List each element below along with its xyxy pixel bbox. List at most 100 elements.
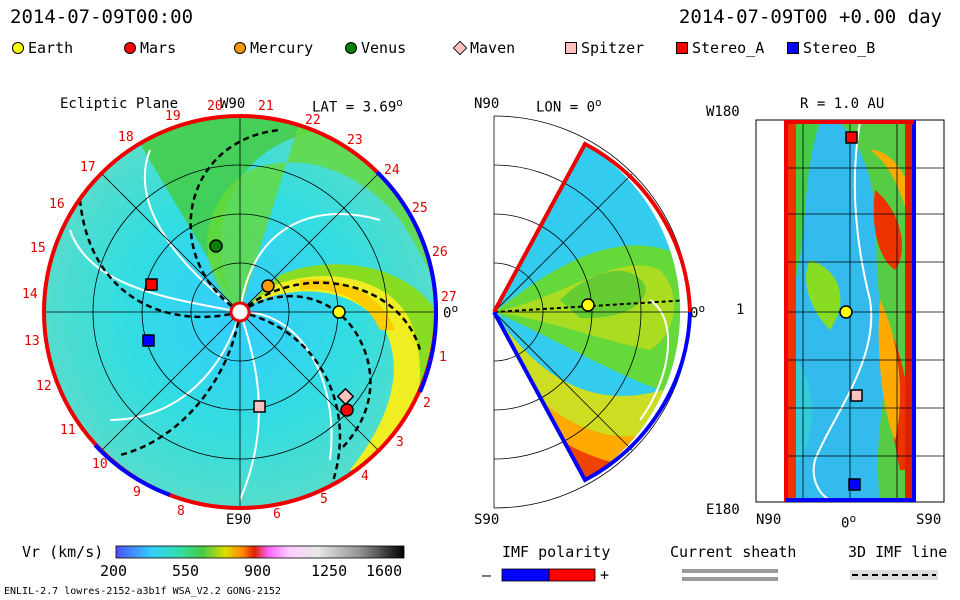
vr-colorbar xyxy=(115,545,405,559)
sun-icon xyxy=(229,301,251,323)
carrington-number: 26 xyxy=(432,245,448,260)
legend-item-mercury: Mercury xyxy=(234,39,313,57)
current-sheath-label: Current sheath xyxy=(670,543,797,561)
imf-plus-label: + xyxy=(600,566,610,584)
carrington-number: 24 xyxy=(384,163,400,178)
carrington-number: 8 xyxy=(177,504,185,519)
timestamp-right: 2014-07-09T00 +0.00 day xyxy=(678,6,942,28)
imf-polarity-label: IMF polarity xyxy=(502,543,611,561)
spitzer-marker-r xyxy=(850,389,863,402)
legend-label: Earth xyxy=(28,39,74,57)
legend-label: Mars xyxy=(140,39,177,57)
legend-label: Venus xyxy=(361,39,407,57)
legend-label: Spitzer xyxy=(581,39,645,57)
stereo-a-icon xyxy=(676,42,688,54)
carrington-number: 18 xyxy=(118,130,134,145)
legend-item-spitzer: Spitzer xyxy=(565,39,644,57)
ecliptic-right-value: 0 xyxy=(443,305,452,322)
carrington-number: 10 xyxy=(92,457,108,472)
carrington-number: 13 xyxy=(24,334,40,349)
legend-item-mars: Mars xyxy=(124,39,176,57)
carrington-number: 2 xyxy=(423,396,431,411)
legend-label: Stereo_B xyxy=(803,39,876,57)
lat-value: LAT = 3.69 xyxy=(312,99,397,116)
carrington-number: 22 xyxy=(305,113,321,128)
maven-marker xyxy=(336,387,355,406)
carrington-number: 17 xyxy=(80,160,96,175)
r-panel-x-mid-value: 0 xyxy=(841,515,850,532)
carrington-number: 20 xyxy=(207,99,223,114)
colorbar-tick: 1600 xyxy=(366,562,403,580)
carrington-numbers: 19 20 21 22 23 24 25 26 27 1 2 3 4 5 6 8… xyxy=(22,99,457,522)
imf-line-label: 3D IMF line xyxy=(848,543,948,561)
legend-item-earth: Earth xyxy=(12,39,73,57)
carrington-number: 15 xyxy=(30,241,46,256)
mars-icon xyxy=(124,42,136,54)
meridional-boundary-south xyxy=(492,311,692,483)
ecliptic-bottom-label: E90 xyxy=(226,512,252,528)
earth-marker-r xyxy=(839,305,853,319)
stereo-b-marker xyxy=(142,334,155,347)
carrington-number: 25 xyxy=(412,201,428,216)
colorbar-label: Vr (km/s) xyxy=(22,543,104,561)
carrington-number: 19 xyxy=(165,109,181,124)
meridional-boundary-north xyxy=(492,141,692,313)
carrington-number: 27 xyxy=(441,290,457,305)
carrington-number: 23 xyxy=(347,133,363,148)
r-panel-x-mid: 0o xyxy=(841,512,857,532)
carrington-number: 3 xyxy=(396,435,404,450)
ecliptic-right-label: 0o xyxy=(443,302,459,322)
lat-label: LAT = 3.69o xyxy=(312,96,403,116)
carrington-number: 9 xyxy=(133,485,141,500)
lon-value: LON = 0 xyxy=(536,99,596,116)
lon-label: LON = 0o xyxy=(536,96,602,116)
legend-label: Stereo_A xyxy=(692,39,765,57)
spitzer-marker xyxy=(253,400,266,413)
legend-label: Mercury xyxy=(250,39,314,57)
carrington-number: 1 xyxy=(439,350,447,365)
legend-item-venus: Venus xyxy=(345,39,406,57)
meridional-right-value: 0 xyxy=(690,305,699,322)
imf-minus-label: – xyxy=(482,566,492,584)
spitzer-icon xyxy=(565,42,577,54)
earth-marker-meridional xyxy=(581,298,595,312)
carrington-number: 4 xyxy=(361,469,369,484)
current-sheath-swatch-2 xyxy=(682,577,778,581)
carrington-number: 12 xyxy=(36,379,52,394)
carrington-number: 14 xyxy=(22,287,38,302)
colorbar-tick: 550 xyxy=(172,562,200,580)
venus-marker xyxy=(209,239,223,253)
legend-item-stereo-b: Stereo_B xyxy=(787,39,875,57)
stereo-a-marker xyxy=(145,278,158,291)
earth-marker xyxy=(332,305,346,319)
carrington-number: 11 xyxy=(60,423,76,438)
r-panel-x-right: S90 xyxy=(916,512,942,528)
imf-positive-swatch xyxy=(548,568,596,582)
colorbar-tick: 1250 xyxy=(311,562,348,580)
r-panel-title: R = 1.0 AU xyxy=(800,96,885,112)
ecliptic-title: Ecliptic Plane xyxy=(60,96,179,112)
model-info: ENLIL-2.7 lowres-2152-a3b1f WSA_V2.2 GON… xyxy=(4,586,281,597)
mars-marker xyxy=(340,403,354,417)
stereo-b-marker-r xyxy=(848,478,861,491)
mercury-icon xyxy=(234,42,246,54)
timestamp-left: 2014-07-09T00:00 xyxy=(10,6,194,28)
meridional-right-label: 0o xyxy=(690,302,706,322)
colorbar-tick: 200 xyxy=(100,562,128,580)
legend: Earth Mars Mercury Venus Maven Spitzer S… xyxy=(12,39,952,59)
venus-icon xyxy=(345,42,357,54)
legend-item-maven: Maven xyxy=(452,39,515,57)
carrington-number: 5 xyxy=(320,492,328,507)
meridional-field xyxy=(494,144,681,480)
carrington-number: 6 xyxy=(273,507,281,522)
mercury-marker xyxy=(261,279,275,293)
meridional-bottom-label: S90 xyxy=(474,512,500,528)
stereo-a-marker-r xyxy=(845,131,858,144)
imf-negative-swatch xyxy=(501,568,550,582)
earth-icon xyxy=(12,42,24,54)
carrington-number: 16 xyxy=(49,197,65,212)
carrington-number: 21 xyxy=(258,99,274,114)
legend-item-stereo-a: Stereo_A xyxy=(676,39,764,57)
r-panel-middle-label: 1 xyxy=(736,302,745,318)
